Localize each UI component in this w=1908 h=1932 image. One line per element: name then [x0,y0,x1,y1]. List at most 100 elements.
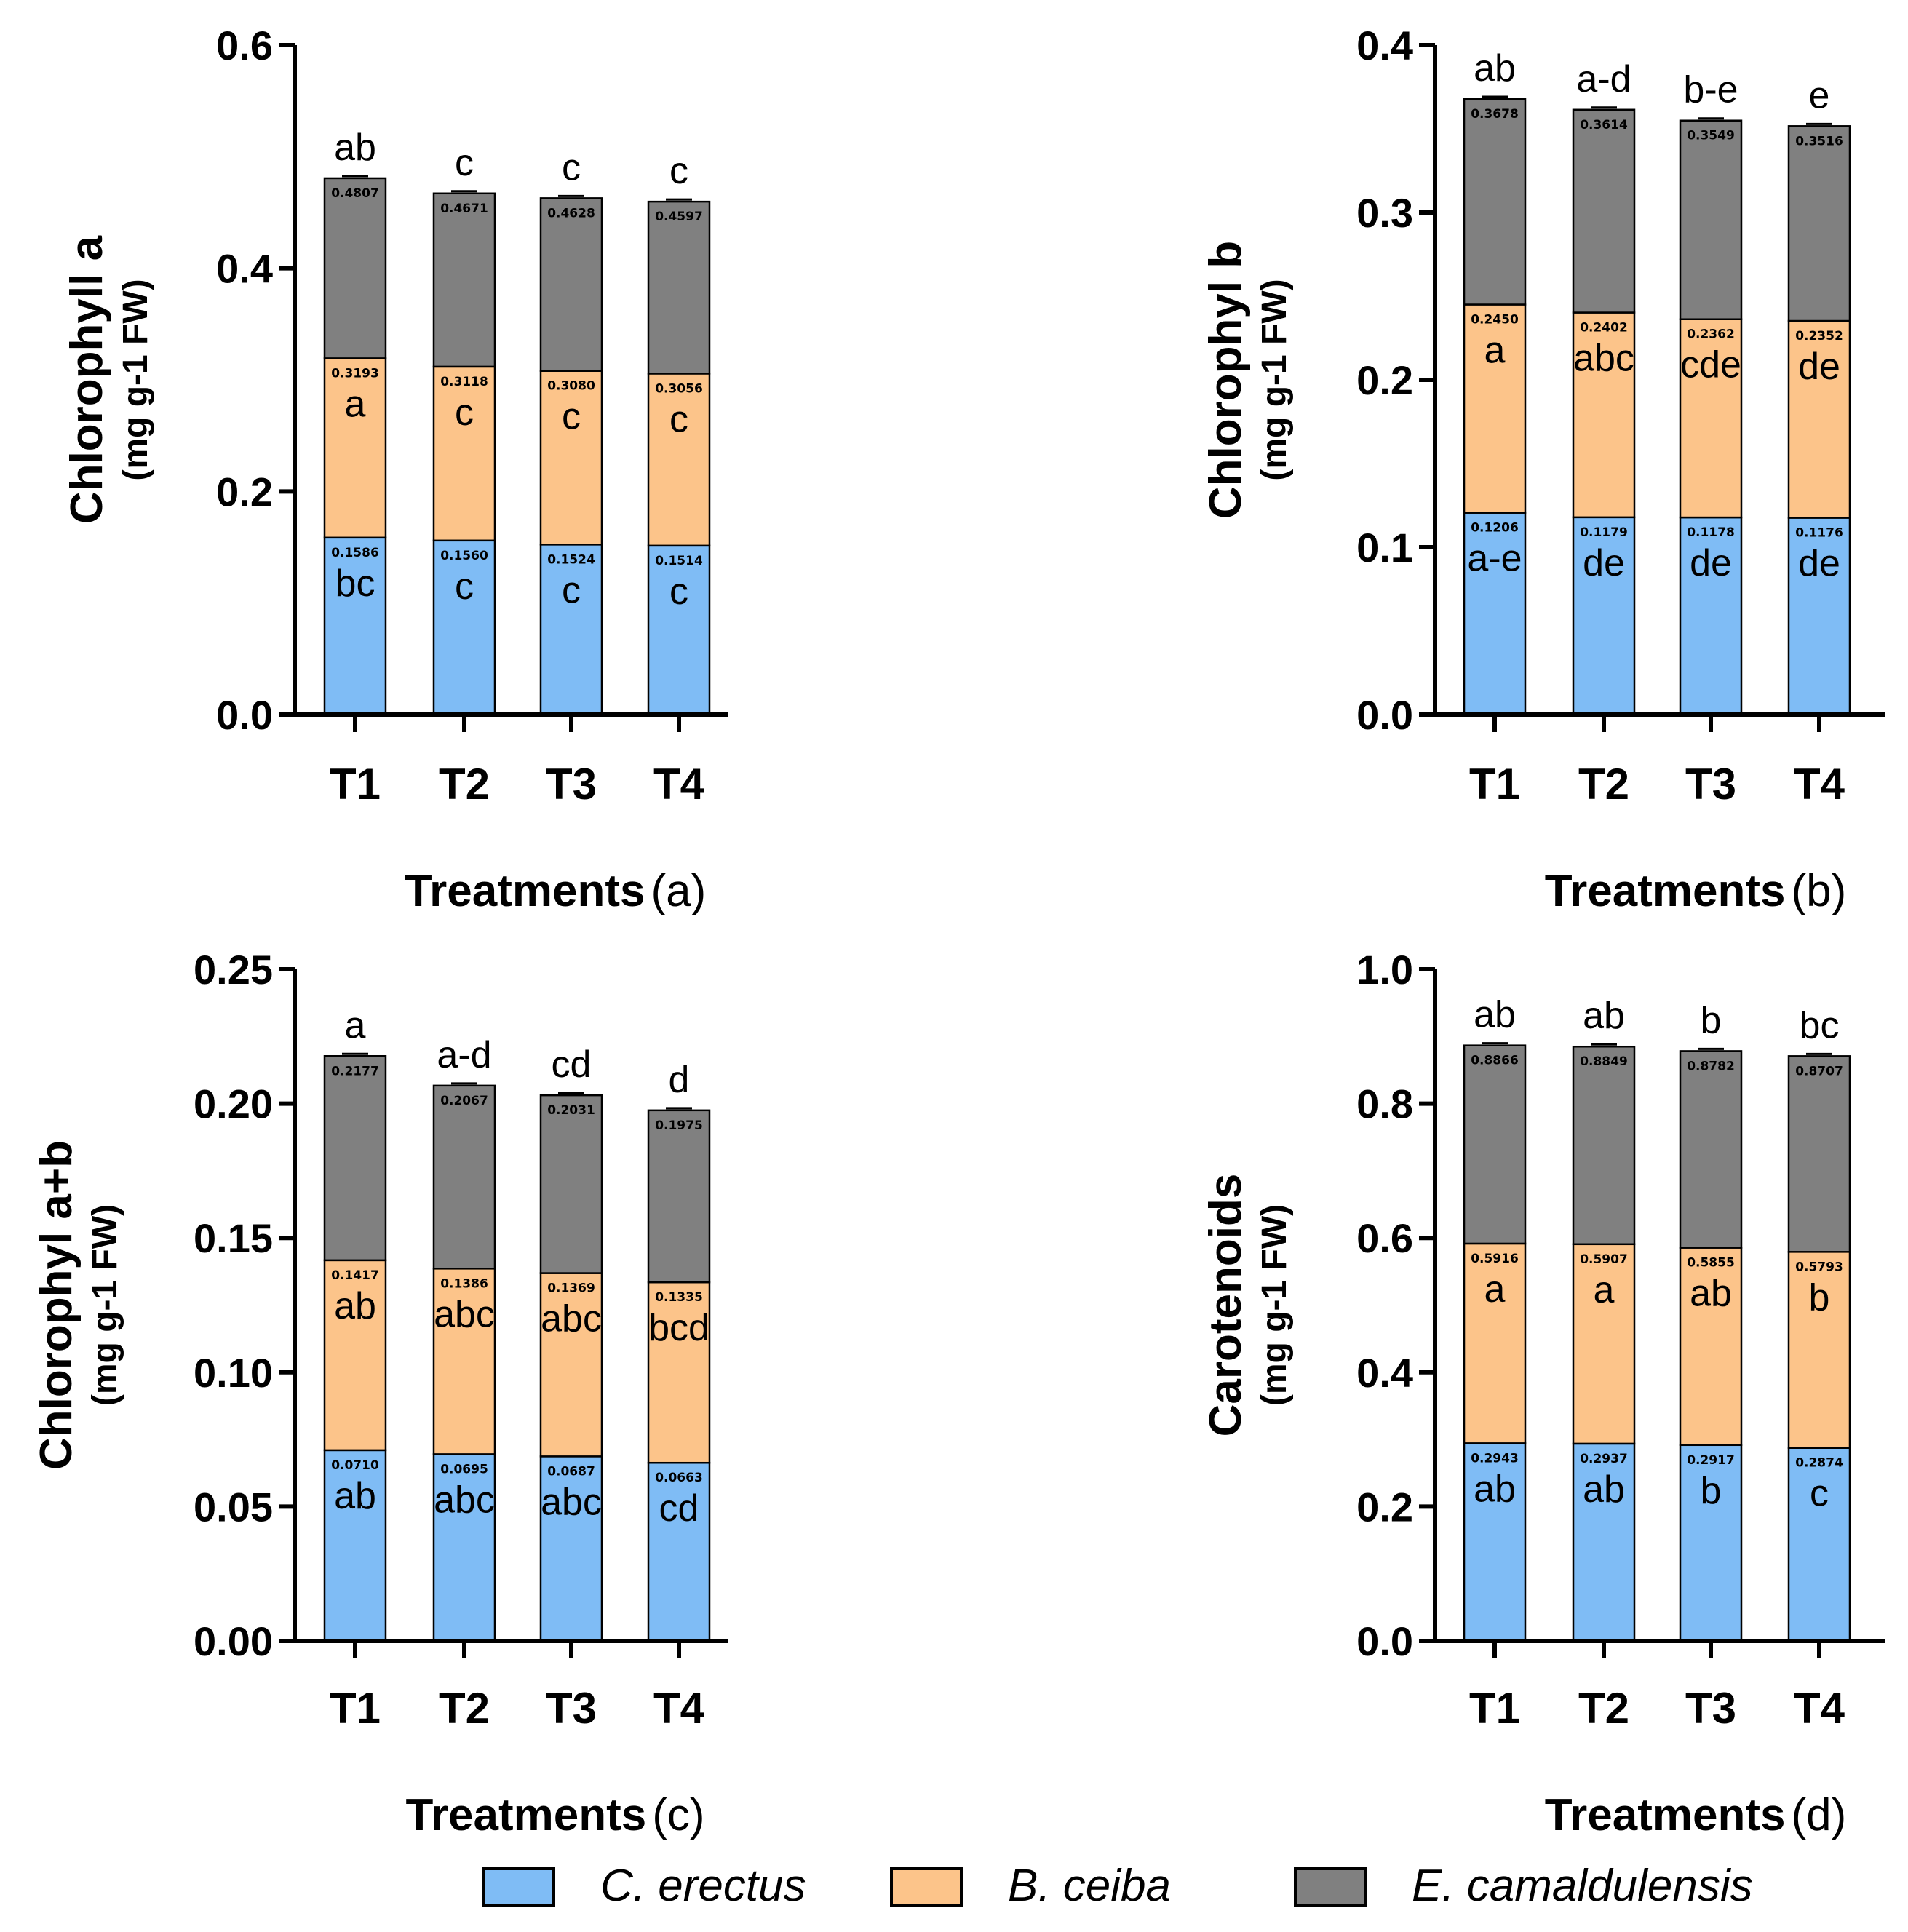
value-label: 0.2874 [1795,1456,1843,1471]
y-axis-title: Chlorophyl a+b [31,1140,82,1470]
y-axis-unit: (mg g-1 FW) [116,279,155,480]
x-tick-label: T4 [653,760,705,808]
value-label: 0.0710 [331,1458,379,1473]
significance-letter: c [455,565,474,608]
bar-b-T3-bceiba [1679,318,1743,519]
y-tick-label: 0.6 [216,23,273,68]
panel-label: (a) [651,866,707,916]
legend-label: E. camaldulensis [1412,1861,1753,1911]
y-tick-label: 0.4 [216,246,273,292]
bar-d-T2-ecamaldulensis [1572,1045,1636,1246]
significance-letter: c [455,142,474,184]
bar-c-T4-ecamaldulensis [647,1109,711,1284]
y-axis-unit: (mg g-1 FW) [1255,1204,1294,1406]
bar-d-T3-ecamaldulensis [1679,1050,1743,1249]
significance-letter: a [1594,1269,1615,1311]
significance-letter: de [1583,542,1625,584]
value-label: 0.4671 [440,202,488,216]
bar-b-T3-ecamaldulensis [1679,119,1743,320]
significance-letter: c [562,146,581,188]
significance-letter: ab [1583,1468,1625,1511]
panel-label: (c) [652,1790,704,1840]
significance-letter: abc [434,1293,495,1335]
significance-letter: bcd [648,1307,709,1349]
x-axis-title: Treatments (b) [1545,866,1847,916]
bar-a-T2-cerectus [432,539,496,716]
x-tick-label: T4 [653,1684,705,1733]
bar-b-T1-cerectus [1463,512,1527,716]
legend-label: B. ceiba [1008,1861,1171,1911]
value-label: 0.5793 [1795,1260,1843,1274]
y-tick-label: 0.0 [1356,1618,1413,1664]
bar-d-T4-ecamaldulensis [1787,1055,1851,1253]
legend: C. erectus B. ceiba E. camaldulensis [0,1848,1908,1921]
bar-c-T3-ecamaldulensis [539,1094,603,1274]
y-tick-label: 0.00 [194,1618,273,1664]
bar-d-T4-bceiba [1787,1251,1851,1449]
x-tick-label: T4 [1794,1684,1845,1733]
significance-letter: b [1701,999,1722,1041]
significance-letter: cd [659,1487,699,1530]
value-label: 0.1975 [655,1118,703,1133]
x-axis-title-text: Treatments [405,866,645,916]
value-label: 0.2177 [331,1064,379,1078]
value-label: 0.1335 [655,1290,703,1305]
value-label: 0.1524 [547,552,595,567]
significance-letter: ab [1474,47,1516,90]
chart-panel-c: 0.0710 ab 0.1417 ab 0.2177 a 0.0695 abc 0.1386 ab… [31,947,728,1840]
legend-svg: C. erectus B. ceiba E. camaldulensis [482,1861,1753,1911]
value-label: 0.5916 [1471,1252,1519,1266]
chart-panel-a: 0.1586 bc 0.3193 a 0.4807 ab 0.1560 c 0.3118 c 0.4… [62,23,728,916]
bar-b-T2-ecamaldulensis [1572,108,1636,314]
y-tick-label: 0.2 [1356,357,1413,403]
bar-b-T4-ecamaldulensis [1787,125,1851,322]
value-label: 0.1369 [547,1281,595,1296]
bar-c-T2-bceiba [432,1268,496,1455]
value-label: 0.1178 [1687,525,1735,540]
significance-letter: bc [1800,1004,1840,1046]
y-tick-label: 1.0 [1356,947,1413,993]
significance-letter: cd [552,1043,592,1086]
bar-c-T2-cerectus [432,1453,496,1642]
value-label: 0.3549 [1687,129,1735,143]
x-tick-label: T2 [1578,1684,1629,1733]
significance-letter: c [669,398,688,440]
value-label: 0.2943 [1471,1451,1519,1466]
bar-c-T3-bceiba [539,1272,603,1458]
significance-letter: c [1810,1473,1829,1515]
bar-a-T4-ecamaldulensis [647,200,711,375]
significance-letter: a [345,383,366,425]
value-label: 0.8782 [1687,1059,1735,1073]
significance-letter: de [1798,346,1840,388]
value-label: 0.8707 [1795,1064,1843,1078]
x-axis-title: Treatments (d) [1545,1790,1847,1840]
value-label: 0.0687 [547,1464,595,1479]
significance-letter: ab [334,1285,376,1327]
bar-d-T1-ecamaldulensis [1463,1044,1527,1245]
value-label: 0.3056 [655,381,703,396]
bar-d-T3-cerectus [1679,1444,1743,1642]
value-label: 0.1417 [331,1268,379,1283]
value-label: 0.5907 [1580,1252,1628,1267]
value-label: 0.3118 [440,375,488,389]
significance-letter: ab [1690,1273,1732,1315]
legend-swatch-cerectus [482,1867,555,1907]
significance-letter: ab [1474,994,1516,1036]
x-tick-label: T3 [546,1684,597,1733]
significance-letter: ab [1583,995,1625,1037]
y-tick-label: 0.2 [1356,1484,1413,1530]
x-axis-title: Treatments (c) [405,1790,704,1840]
x-tick-label: T4 [1794,760,1845,808]
value-label: 0.4628 [547,206,595,220]
bar-c-T2-ecamaldulensis [432,1084,496,1270]
significance-letter: cde [1680,344,1741,386]
y-axis-title: Carotenoids [1201,1174,1251,1437]
value-label: 0.2450 [1471,313,1519,327]
significance-letter: e [1809,74,1830,116]
significance-letter: de [1690,542,1732,584]
bar-b-T1-ecamaldulensis [1463,98,1527,306]
value-label: 0.3614 [1580,118,1628,132]
bar-c-T1-ecamaldulensis [323,1055,387,1262]
significance-letter: b [1809,1276,1830,1319]
